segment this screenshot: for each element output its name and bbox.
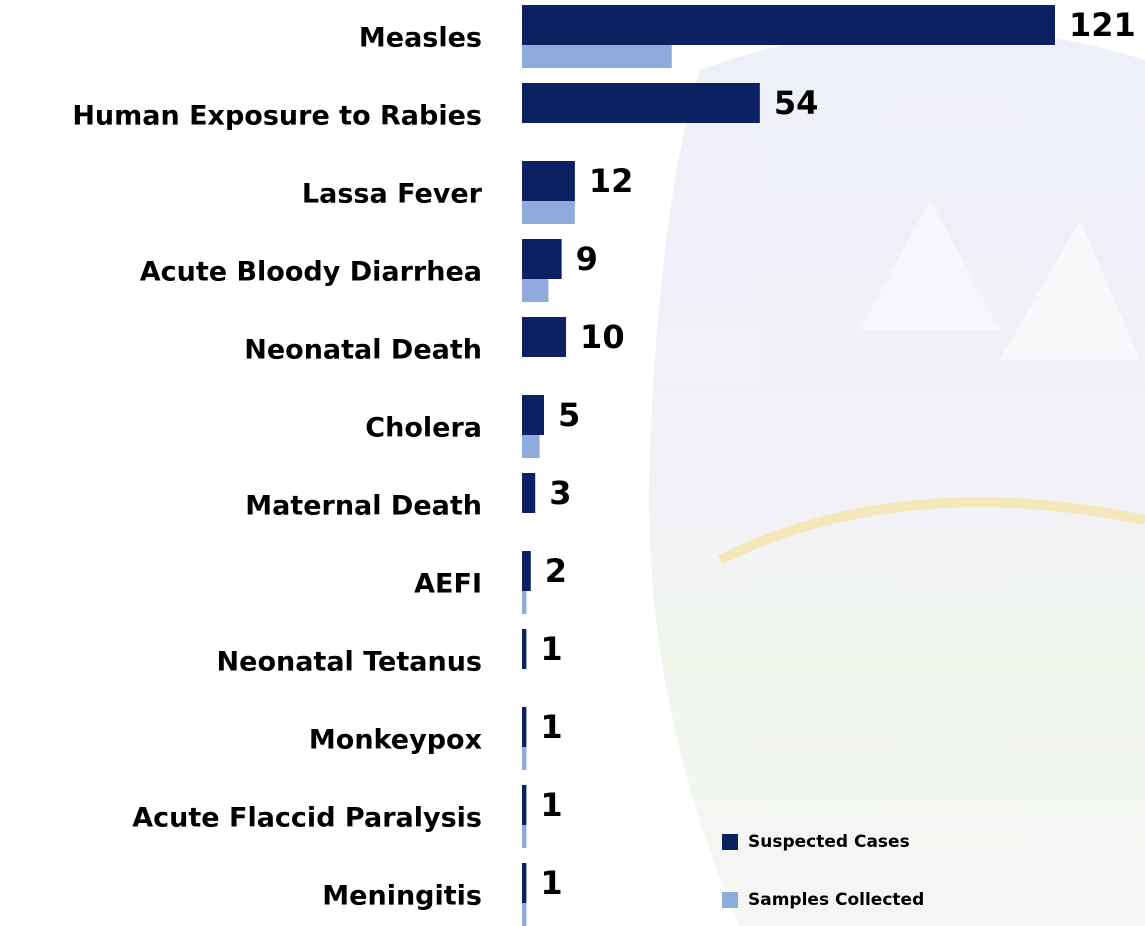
legend-label: Suspected Cases xyxy=(748,832,910,852)
category-label: Cholera xyxy=(365,413,482,444)
bar xyxy=(522,279,548,302)
data-label: 121 xyxy=(1069,6,1136,44)
category-label: AEFI xyxy=(414,569,482,600)
category-label: Measles xyxy=(359,23,482,54)
data-label: 5 xyxy=(558,396,580,434)
background-watermark xyxy=(649,27,1145,926)
bar xyxy=(522,591,526,614)
bar xyxy=(522,45,672,68)
data-label: 10 xyxy=(580,318,625,356)
bar xyxy=(522,395,544,435)
bar xyxy=(522,825,526,848)
data-label: 3 xyxy=(549,474,571,512)
data-label: 54 xyxy=(774,84,819,122)
category-label: Acute Bloody Diarrhea xyxy=(140,257,482,288)
bar xyxy=(522,201,575,224)
category-label: Monkeypox xyxy=(309,725,482,756)
category-label: Meningitis xyxy=(322,881,482,912)
category-label: Neonatal Death xyxy=(244,335,482,366)
bar xyxy=(522,747,526,770)
data-label: 12 xyxy=(589,162,634,200)
bar xyxy=(522,239,562,279)
bar xyxy=(522,707,526,747)
legend-swatch xyxy=(722,892,738,908)
bar xyxy=(522,473,535,513)
bar xyxy=(522,317,566,357)
category-label: Maternal Death xyxy=(245,491,482,522)
bar xyxy=(522,903,526,926)
bar xyxy=(522,435,540,458)
category-label: Neonatal Tetanus xyxy=(217,647,482,678)
legend-label: Samples Collected xyxy=(748,890,924,910)
bar xyxy=(522,629,526,669)
data-label: 1 xyxy=(540,708,562,746)
bar xyxy=(522,785,526,825)
chart: Measles121Human Exposure to Rabies54Lass… xyxy=(0,0,1145,926)
data-label: 1 xyxy=(540,864,562,902)
bar xyxy=(522,551,531,591)
category-label: Acute Flaccid Paralysis xyxy=(132,803,482,834)
legend-swatch xyxy=(722,834,738,850)
category-label: Lassa Fever xyxy=(302,179,483,210)
bar xyxy=(522,83,760,123)
category-label: Human Exposure to Rabies xyxy=(72,101,482,132)
data-label: 2 xyxy=(545,552,567,590)
data-label: 1 xyxy=(540,630,562,668)
bar xyxy=(522,161,575,201)
data-label: 1 xyxy=(540,786,562,824)
data-label: 9 xyxy=(576,240,598,278)
bar xyxy=(522,863,526,903)
bar xyxy=(522,5,1055,45)
